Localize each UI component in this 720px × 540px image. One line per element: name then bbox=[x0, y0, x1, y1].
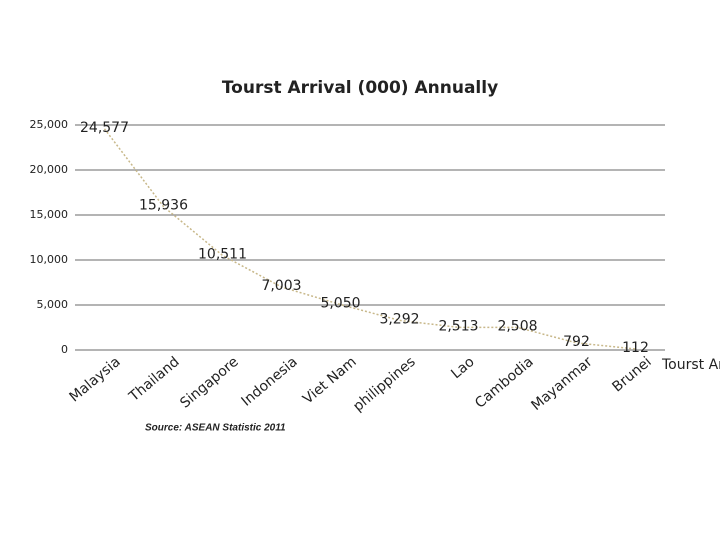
x-tick-label: Mayanmar bbox=[528, 354, 595, 414]
data-label: 24,577 bbox=[80, 120, 129, 136]
x-tick-label: Singapore bbox=[177, 354, 241, 412]
data-label: 7,003 bbox=[261, 278, 301, 294]
data-label: 2,508 bbox=[497, 318, 537, 334]
x-tick-label: Cambodia bbox=[472, 354, 537, 412]
data-label: 112 bbox=[622, 340, 649, 356]
data-label: 10,511 bbox=[198, 246, 247, 262]
data-label: 792 bbox=[563, 334, 590, 350]
x-tick-label: Indonesia bbox=[238, 354, 300, 410]
x-tick-label: Viet Nam bbox=[300, 354, 360, 408]
y-tick-label: 10,000 bbox=[30, 253, 69, 266]
y-tick-label: 5,000 bbox=[37, 298, 69, 311]
y-tick-label: 0 bbox=[61, 343, 68, 356]
x-tick-label: Malaysia bbox=[66, 354, 123, 406]
x-tick-label: Brunei bbox=[609, 354, 654, 396]
y-tick-label: 15,000 bbox=[30, 208, 69, 221]
source-note: Source: ASEAN Statistic 2011 bbox=[145, 423, 286, 434]
y-tick-label: 20,000 bbox=[30, 163, 69, 176]
chart-title: Tourst Arrival (000) Annually bbox=[222, 78, 498, 98]
data-label: 2,513 bbox=[438, 318, 478, 334]
series-line bbox=[103, 128, 636, 350]
data-label: 3,292 bbox=[379, 311, 419, 327]
x-tick-label: Lao bbox=[448, 354, 477, 382]
x-tick-label: Thailand bbox=[126, 354, 183, 406]
y-tick-label: 25,000 bbox=[30, 118, 69, 131]
data-label: 15,936 bbox=[139, 198, 188, 214]
data-label: 5,050 bbox=[320, 296, 360, 312]
x-tick-label: philippines bbox=[350, 354, 418, 415]
legend-label: Tourst Arrival (000) Annually bbox=[661, 357, 720, 373]
